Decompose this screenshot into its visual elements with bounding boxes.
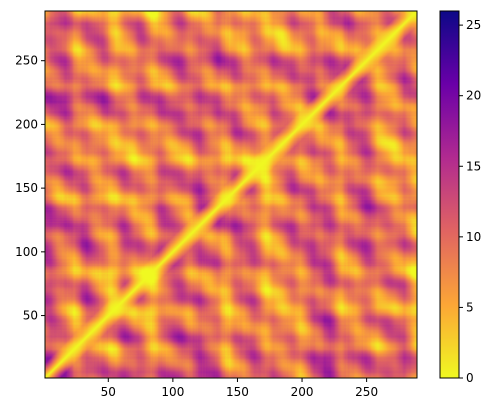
x-tick-label: 150 <box>226 385 249 399</box>
heatmap-cells <box>45 11 417 378</box>
colorbar: 0 5 10 15 20 25 <box>439 10 481 385</box>
colorbar-tick-label: 20 <box>466 89 481 103</box>
x-tick-label: 250 <box>355 385 378 399</box>
y-tick-label: 150 <box>15 181 38 195</box>
colorbar-tick-label: 25 <box>466 18 481 32</box>
x-tick-label: 100 <box>161 385 184 399</box>
y-axis: 50 100 150 200 250 <box>15 54 45 323</box>
colorbar-tick-label: 5 <box>466 300 474 314</box>
colorbar-ticks: 0 5 10 15 20 25 <box>459 18 481 385</box>
y-tick-label: 100 <box>15 245 38 259</box>
x-tick-label: 50 <box>101 385 116 399</box>
plot-frame <box>44 10 418 379</box>
x-axis: 50 100 150 200 250 <box>101 378 378 399</box>
colorbar-tick-label: 15 <box>466 159 481 173</box>
colorbar-fill <box>440 11 459 378</box>
heatmap-plot-area <box>45 11 417 378</box>
x-tick-label: 200 <box>291 385 314 399</box>
y-tick-label: 200 <box>15 117 38 131</box>
y-tick-label: 250 <box>15 54 38 68</box>
colorbar-frame <box>439 10 460 379</box>
colorbar-tick-label: 10 <box>466 230 481 244</box>
colorbar-tick-label: 0 <box>466 371 474 385</box>
y-tick-label: 50 <box>23 309 38 323</box>
